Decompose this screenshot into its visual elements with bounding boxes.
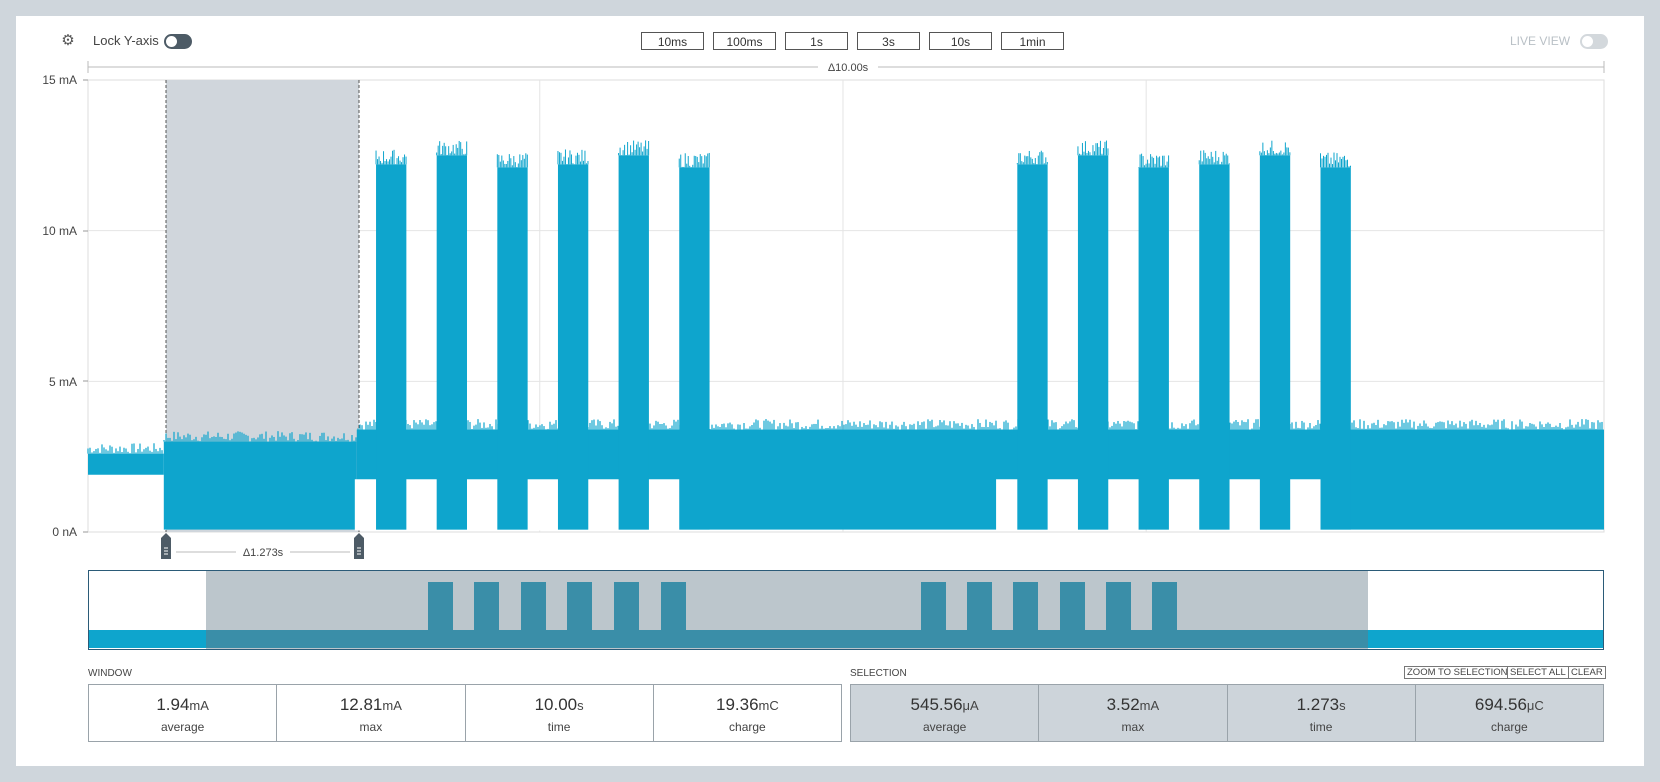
burst-gap-0 [354,479,377,531]
window-delta-label: Δ10.00s [828,62,869,74]
selection-stats: 545.56μA average 3.52mA max 1.273s time 694… [850,684,1604,742]
window-100ms-button[interactable]: 100ms [713,32,776,50]
select-all-button[interactable]: SELECT ALL [1507,666,1569,679]
signal-series [87,140,1604,531]
overview-burst-6 [921,582,946,642]
burst-3 [557,164,589,530]
overview-burst-11 [1152,582,1177,642]
window-1s-button[interactable]: 1s [785,32,848,50]
window-1min-button[interactable]: 1min [1001,32,1064,50]
overview-burst-4 [614,582,639,642]
selection-time: 1.273s time [1228,685,1416,741]
burst-gap-7 [1047,479,1078,531]
burst-gap-4 [588,479,619,531]
overview-burst-9 [1060,582,1085,642]
burst-gap-10 [1229,479,1260,531]
burst-gap-6 [996,479,1018,531]
live-view-label: LIVE VIEW [1510,34,1571,48]
burst-gap-8 [1108,479,1139,531]
main-chart[interactable]: Δ10.00s 15 mA 10 mA 5 mA 0 nA Δ1.273s [0,0,1660,560]
burst-1 [436,155,467,530]
window-stats-title: WINDOW [88,668,132,679]
burst-gap-11 [1290,479,1321,531]
window-10ms-button[interactable]: 10ms [641,32,704,50]
window-stats: 1.94mA average 12.81mA max 10.00s time 19.3… [88,684,842,742]
selection-average: 545.56μA average [851,685,1040,741]
burst-gap-9 [1168,479,1200,531]
selection-charge: 694.56μC charge [1474,695,1544,734]
window-10s-button[interactable]: 10s [929,32,992,50]
y-tick-10ma: 10 mA [42,224,77,238]
overview-chart[interactable] [88,570,1604,650]
burst-6 [1017,164,1048,530]
burst-gap-2 [467,479,498,531]
selection-left-handle[interactable] [161,533,171,559]
overview-left-bright [89,630,206,648]
overview-baseline [89,630,1603,648]
overview-burst-5 [661,582,686,642]
baseline-band-1 [163,441,357,530]
overview-burst-1 [474,582,499,642]
selection-stats-title: SELECTION [850,668,907,679]
lock-y-axis-label: Lock Y-axis [93,33,159,48]
burst-9 [1199,164,1230,530]
y-tick-15ma: 15 mA [42,73,77,87]
overview-series [89,571,1603,649]
baseline-band-0 [88,453,164,475]
overview-burst-7 [967,582,992,642]
gear-icon[interactable]: ⚙ [61,32,75,49]
y-tick-0na: 0 nA [52,525,77,539]
selection-delta-label: Δ1.273s [243,547,284,559]
live-view-toggle[interactable] [1580,34,1608,49]
window-delta-bg [818,59,878,73]
burst-4 [618,155,649,530]
window-time: 10.00s time [466,685,654,741]
burst-7 [1077,155,1109,530]
burst-gap-5 [648,479,680,531]
burst-8 [1138,167,1169,530]
burst-gap-1 [406,479,437,531]
window-average: 1.94mA average [89,685,278,741]
burst-11 [1320,167,1351,530]
window-max: 12.81mA max [277,685,466,741]
clear-button[interactable]: CLEAR [1568,666,1606,679]
selection-max: 3.52mA max [1039,685,1228,741]
window-charge: 19.36mC charge [715,695,779,734]
y-tick-5ma: 5 mA [49,375,77,389]
overview-burst-3 [567,582,592,642]
overview-burst-0 [428,582,453,642]
window-3s-button[interactable]: 3s [857,32,920,50]
burst-gap-3 [527,479,558,531]
zoom-to-selection-button[interactable]: ZOOM TO SELECTION [1404,666,1511,679]
overview-right-bright [1368,630,1603,648]
lock-y-axis-toggle[interactable] [164,34,192,49]
overview-burst-2 [521,582,546,642]
burst-5 [679,167,710,530]
burst-10 [1259,155,1291,530]
overview-burst-10 [1106,582,1131,642]
selection-right-handle[interactable] [354,533,364,559]
overview-burst-8 [1013,582,1038,642]
burst-0 [376,164,407,530]
burst-2 [497,167,528,530]
